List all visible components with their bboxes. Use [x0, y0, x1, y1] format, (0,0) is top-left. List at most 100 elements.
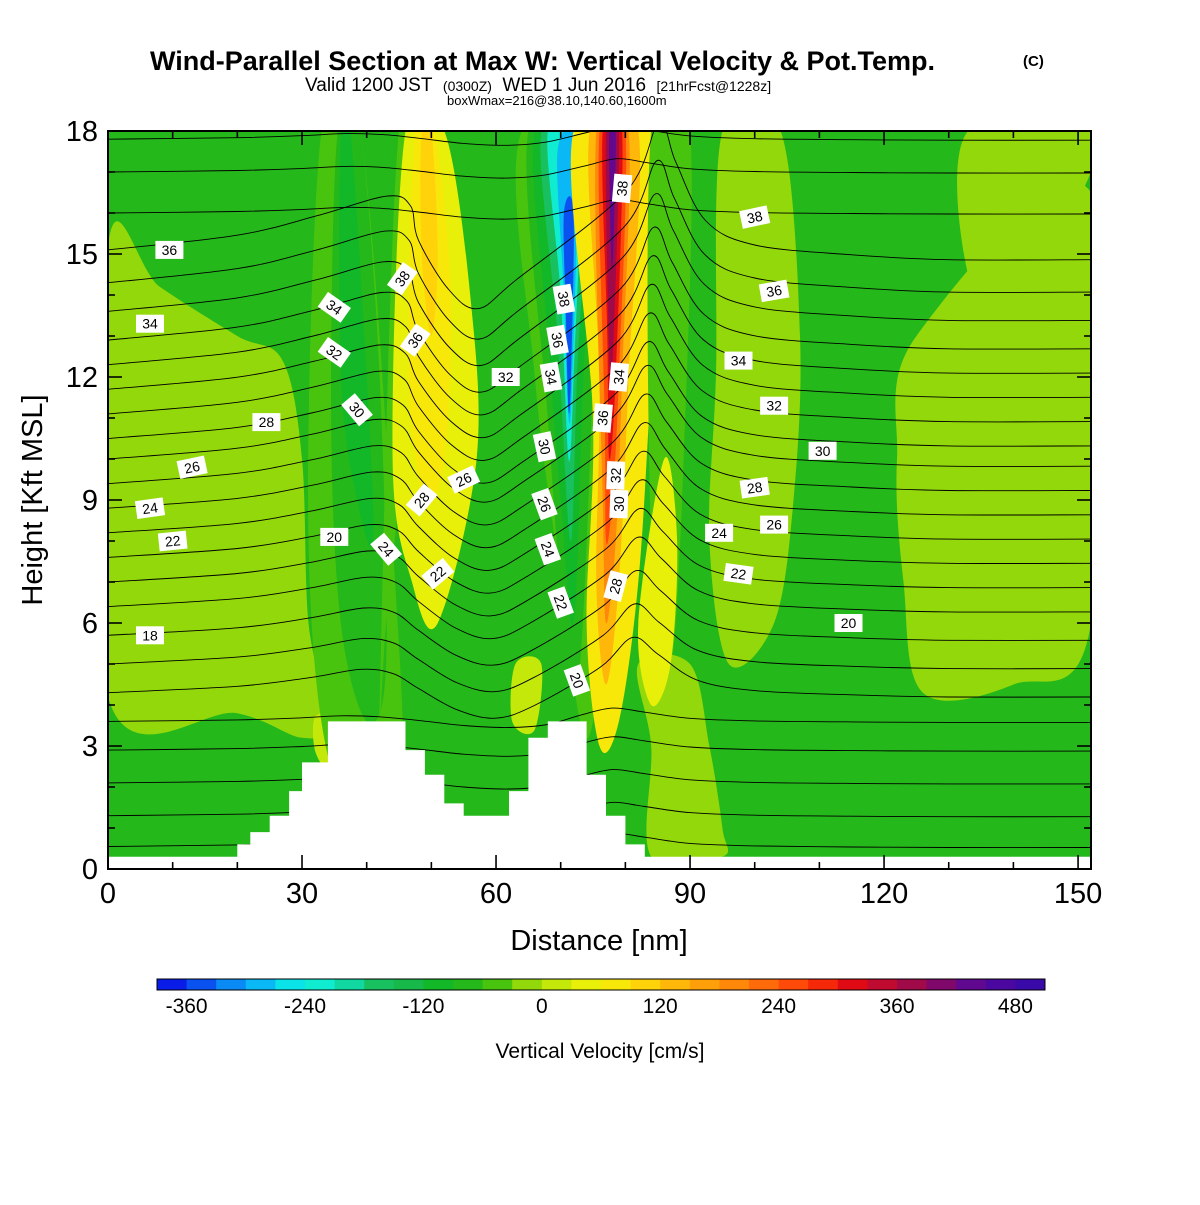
- y-tick-label: 9: [82, 485, 98, 517]
- colorbar-swatch: [897, 979, 927, 990]
- theta-label-text: 34: [610, 368, 627, 385]
- theta-label-box: [563, 664, 591, 697]
- theta-label-text: 28: [746, 479, 764, 497]
- colorbar: -360 -240 -120 0 120 240 360 480: [156, 978, 1046, 1018]
- theta-label-text: 38: [555, 290, 573, 308]
- theta-label-text: 36: [594, 409, 611, 426]
- colorbar-swatch: [985, 979, 1016, 990]
- theta-contour-label: 32: [606, 461, 626, 490]
- theta-label-text: 34: [731, 353, 747, 369]
- y-tick-label: 12: [66, 362, 98, 394]
- theta-label-text: 34: [142, 316, 158, 332]
- theta-contour-label: 22: [723, 562, 754, 585]
- theta-label-text: 26: [183, 458, 202, 477]
- theta-contour-label: 24: [534, 532, 562, 566]
- terrain: [108, 721, 1091, 869]
- colorbar-swatch: [186, 979, 217, 990]
- theta-contour-label: 34: [724, 351, 753, 370]
- colorbar-tick-label: 360: [879, 995, 914, 1018]
- theta-label-box: [252, 413, 281, 432]
- theta-contour-line: [108, 603, 1091, 693]
- theta-label-text: 26: [534, 494, 554, 514]
- theta-label-box: [705, 523, 734, 542]
- colorbar-tick-label: 0: [536, 995, 548, 1018]
- theta-label-text: 20: [841, 615, 857, 631]
- theta-contour-label: 30: [532, 431, 557, 463]
- theta-label-text: 26: [453, 469, 474, 490]
- y-tick-label: 15: [66, 239, 98, 271]
- colorbar-swatch: [837, 979, 868, 990]
- theta-label-box: [405, 483, 438, 517]
- theta-label-text: 28: [606, 576, 626, 595]
- theta-contour-label: 34: [136, 314, 164, 333]
- theta-label-text: 22: [551, 592, 571, 612]
- theta-label-text: 36: [765, 282, 783, 300]
- subtitle-zulu: (0300Z): [443, 78, 492, 94]
- theta-contour-label: 26: [447, 465, 481, 494]
- colorbar-tick-label: 480: [998, 995, 1033, 1018]
- theta-contour-label: 38: [611, 173, 633, 204]
- theta-contour-line: [108, 570, 1091, 666]
- theta-contour-line: [108, 364, 1091, 503]
- colorbar-tick-label: -120: [402, 995, 444, 1018]
- colorbar-label: Vertical Velocity [cm/s]: [496, 1040, 705, 1063]
- theta-contour-label: 22: [421, 557, 455, 590]
- colorbar-swatch: [393, 979, 424, 990]
- theta-contour-label: 26: [760, 515, 789, 534]
- theta-label-box: [386, 261, 418, 296]
- theta-label-text: 24: [711, 525, 727, 541]
- colorbar-swatch: [512, 979, 543, 990]
- theta-contour-label: 30: [609, 489, 629, 519]
- x-axis: 0 30 60 90 120 150: [100, 131, 1102, 910]
- theta-label-text: 20: [567, 670, 587, 690]
- theta-contour-label: 34: [539, 361, 563, 393]
- ww-shade-region: [339, 131, 374, 548]
- colorbar-swatch: [482, 979, 513, 990]
- theta-label-box: [157, 530, 188, 552]
- theta-contour-label: 18: [136, 626, 164, 645]
- colorbar-swatch: [423, 979, 454, 990]
- ww-shade-region: [895, 183, 1091, 701]
- theta-label-text: 20: [327, 529, 343, 545]
- theta-label-box: [155, 240, 184, 259]
- colorbar-swatch: [364, 979, 395, 990]
- colorbar-frame: [156, 978, 1046, 991]
- theta-label-text: 28: [259, 414, 275, 430]
- colorbar-swatch: [334, 979, 365, 990]
- colorbar-swatch: [541, 979, 572, 990]
- theta-contour-label: 36: [399, 323, 431, 357]
- theta-contour-label: 36: [592, 403, 613, 433]
- colorbar-swatch: [216, 979, 247, 990]
- theta-contour-label: 32: [317, 336, 351, 368]
- theta-label-box: [724, 351, 753, 370]
- theta-label-text: 38: [745, 208, 764, 227]
- theta-label-box: [539, 361, 563, 393]
- theta-contour-line: [108, 312, 1091, 461]
- x-tick-label: 30: [286, 878, 318, 910]
- colorbar-swatch: [245, 979, 276, 990]
- colorbar-swatch: [808, 979, 839, 990]
- theta-label-box: [758, 279, 790, 303]
- theta-contour-line: [108, 636, 1091, 719]
- theta-contour-label: 30: [341, 393, 373, 427]
- theta-contour-label: 24: [370, 532, 402, 566]
- theta-contour-label: 24: [134, 497, 166, 520]
- theta-contour-labels: 36 34 28 26 24 22 18 20 38 34 32 36 30 28 26 24 22 32 38 36…: [134, 173, 863, 697]
- theta-contour-label: 28: [405, 483, 438, 517]
- theta-contour-label: 30: [808, 441, 837, 460]
- theta-contour-label: 26: [531, 487, 558, 521]
- theta-label-box: [739, 476, 770, 499]
- theta-label-box: [341, 393, 373, 427]
- theta-label-box: [534, 532, 562, 566]
- theta-contour-line: [108, 536, 1091, 640]
- theta-contour-line: [108, 158, 1091, 179]
- theta-label-box: [547, 586, 574, 619]
- theta-label-box: [421, 557, 455, 590]
- colorbar-swatch: [719, 979, 750, 990]
- theta-label-box: [603, 570, 629, 602]
- theta-label-box: [552, 283, 576, 315]
- colorbar-swatch: [275, 979, 306, 990]
